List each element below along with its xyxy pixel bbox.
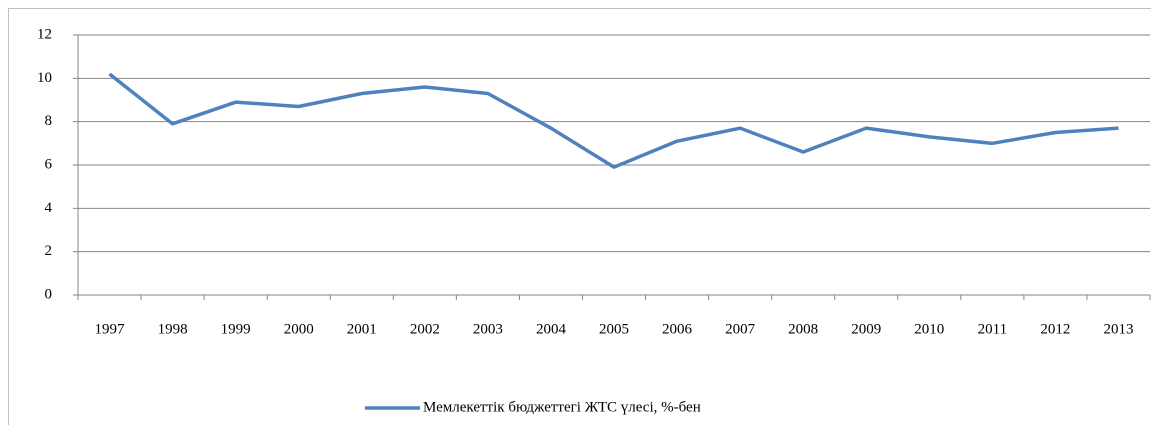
y-tick-label: 0 xyxy=(45,286,53,302)
x-tick-label: 1999 xyxy=(221,321,251,337)
x-tick-label: 2008 xyxy=(788,321,818,337)
x-tick-label: 2011 xyxy=(978,321,1007,337)
x-tick-label: 2004 xyxy=(536,321,567,337)
x-tick-label: 2007 xyxy=(725,321,756,337)
x-tick-label: 2000 xyxy=(284,321,314,337)
x-tick-label: 1997 xyxy=(95,321,126,337)
x-tick-label: 1998 xyxy=(158,321,188,337)
x-tick-label: 2012 xyxy=(1040,321,1070,337)
x-tick-label: 2002 xyxy=(410,321,440,337)
chart-frame xyxy=(8,8,1151,425)
y-tick-label: 12 xyxy=(37,26,52,42)
y-tick-label: 2 xyxy=(45,243,53,259)
x-tick-label: 2013 xyxy=(1103,321,1133,337)
x-tick-label: 2003 xyxy=(473,321,503,337)
y-tick-label: 10 xyxy=(37,70,52,86)
legend-label: Мемлекеттік бюджеттегі ЖТС үлесі, %-бен xyxy=(423,399,701,415)
x-tick-label: 2001 xyxy=(347,321,377,337)
x-tick-label: 2006 xyxy=(662,321,693,337)
y-tick-label: 4 xyxy=(45,200,53,216)
y-tick-label: 6 xyxy=(45,156,53,172)
data-line xyxy=(108,72,1119,169)
x-tick-label: 2005 xyxy=(599,321,629,337)
x-tick-label: 2009 xyxy=(851,321,881,337)
x-tick-label: 2010 xyxy=(914,321,944,337)
y-tick-label: 8 xyxy=(45,113,53,129)
